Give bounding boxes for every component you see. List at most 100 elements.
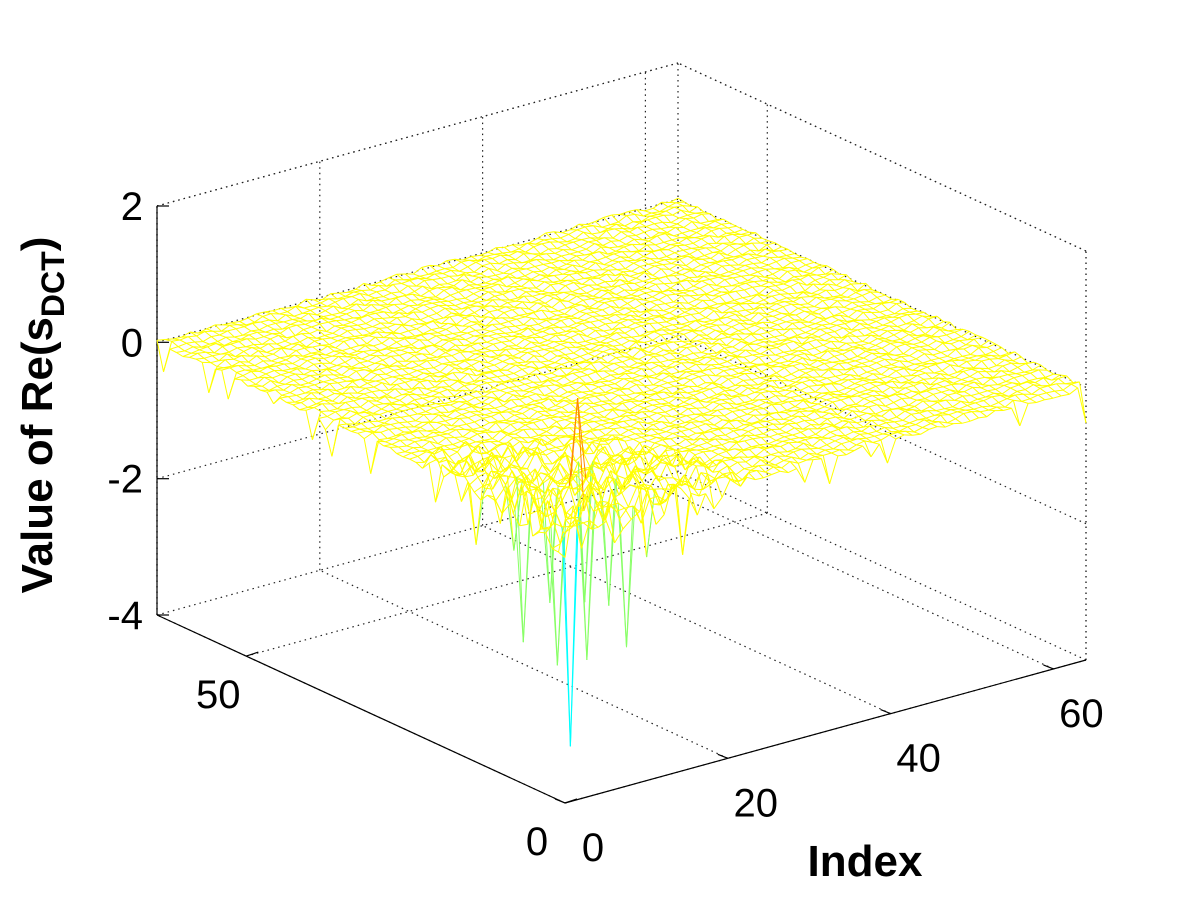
surface-edge [397,318,404,325]
surface-edge [588,351,596,354]
surface-edge [559,347,567,350]
surface-edge [553,321,561,325]
surface-edge [572,288,580,291]
surface-edge [413,274,419,276]
surface-edge [552,238,560,239]
surface-edge [608,358,616,363]
surface-edge [896,303,904,304]
surface-edge [606,363,614,366]
surface-edge [852,303,858,307]
surface-edge [442,295,450,299]
surface-edge [776,262,783,268]
surface-edge [814,301,822,307]
surface-edge [360,361,368,363]
surface-edge [560,301,568,302]
surface-edge [545,298,553,304]
surface-edge [649,346,657,352]
surface-edge [568,296,576,301]
surface-edge [410,281,417,287]
surface-edge [927,391,934,394]
surface-edge [890,303,897,304]
surface-edge [688,300,696,304]
surface-edge [696,300,703,301]
surface-edge [836,350,844,351]
surface-edge [845,389,853,394]
surface-edge [936,365,942,371]
surface-edge [632,271,638,273]
surface-edge [577,343,583,346]
surface-edge [755,256,763,258]
surface-edge [360,363,366,367]
surface-edge [536,350,544,352]
surface-edge [514,263,521,269]
surface-edge [561,321,568,327]
surface-edge [897,344,905,347]
surface-edge [469,352,475,354]
surface-edge [745,309,753,310]
surface-edge [767,311,775,314]
surface-edge [504,268,512,273]
surface-edge [290,321,298,325]
surface-edge [552,301,560,308]
surface-edge [522,369,528,374]
grid-line [246,513,767,656]
surface-edge [450,295,457,299]
surface-edge [170,347,178,350]
surface-edge [693,372,701,374]
surface-edge [612,371,619,374]
surface-edge [595,357,602,358]
surface-edge [434,340,442,345]
surface-edge [461,373,468,374]
surface-edge [697,387,704,389]
surface-edge [519,353,527,359]
surface-edge [408,329,416,331]
surface-edge [715,287,723,290]
surface-edge [647,355,654,357]
surface-edge [298,299,306,305]
surface-edge [662,313,670,316]
surface-edge [363,311,370,313]
surface-edge [653,380,661,385]
surface-edge [1024,370,1032,372]
surface-edge [198,353,204,358]
surface-edge [599,320,606,324]
surface-edge [668,203,676,207]
surface-edge [728,337,735,339]
surface-edge [322,363,329,368]
surface-edge [789,381,796,382]
surface-edge [709,325,717,327]
surface-edge [822,325,828,328]
surface-edge [267,326,274,329]
surface-edge [540,361,548,362]
surface-edge [543,332,550,335]
surface-edge [313,347,320,352]
surface-edge [376,312,384,313]
surface-edge [690,335,698,341]
surface-edge [743,380,751,381]
surface-edge [788,249,795,253]
surface-edge [598,257,606,260]
surface-edge [971,348,979,355]
surface-edge [609,247,617,248]
surface-edge [1065,384,1072,385]
surface-edge [540,320,547,321]
surface-edge [483,374,490,378]
surface-edge [311,307,319,310]
surface-edge [614,254,621,257]
surface-edge [937,316,944,321]
surface-edge [466,336,474,340]
surface-edge [515,349,522,352]
surface-edge [818,333,826,337]
surface-edge [629,363,637,367]
surface-edge [613,232,621,238]
surface-edge [772,296,778,301]
surface-edge [953,380,961,384]
surface-edge [682,341,689,344]
surface-edge [656,284,663,292]
surface-edge [509,319,517,321]
surface-edge [575,347,581,348]
surface-edge [1028,403,1036,404]
surface-edge [501,364,509,370]
surface-edge [723,219,730,223]
